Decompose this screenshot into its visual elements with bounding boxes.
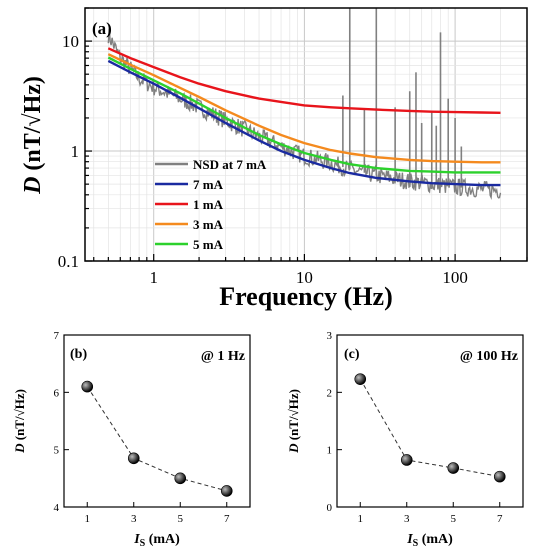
legend-label: 7 mA (193, 177, 224, 192)
panel-label-a: (a) (92, 19, 112, 38)
legend-label: 5 mA (193, 237, 224, 252)
x-tick-label: 10 (296, 268, 313, 287)
x-axis-label: Frequency (Hz) (219, 282, 393, 311)
grid (85, 7, 528, 262)
x-axis-label-unit: (mA) (145, 532, 180, 547)
data-point (220, 485, 233, 497)
y-tick-label: 7 (54, 330, 60, 342)
x-axis-label-unit: (mA) (418, 532, 453, 547)
x-axis-label-symbol: I (133, 532, 140, 547)
x-tick-label: 7 (497, 513, 503, 525)
y-tick-label: 5 (54, 445, 60, 457)
x-axis-label-symbol: I (406, 532, 413, 547)
y-axis-label: D (nT/√Hz) (286, 389, 301, 454)
plot-frame (84, 7, 528, 262)
x-tick-label: 1 (149, 268, 158, 287)
axis-ticks: 1 3 5 7 0 1 2 3 (327, 330, 504, 525)
x-axis-label: IS (mA) (406, 532, 453, 549)
x-axis-label: IS (mA) (133, 532, 180, 549)
series-line-1-ma (107, 47, 501, 114)
legend-label: 3 mA (193, 217, 224, 232)
panel-b-1hz-chart: 1 3 5 7 4 5 6 7 (b) @ 1 Hz D (nT/√Hz) IS (mA) (12, 330, 251, 549)
data-point (493, 470, 506, 483)
series-line-3-ma (107, 53, 501, 164)
y-axis-label-symbol: D (12, 443, 27, 454)
y-axis-label: D (nT/√Hz) (20, 76, 46, 195)
y-tick-label: 3 (327, 330, 333, 342)
annotation-100hz: @ 100 Hz (460, 349, 518, 364)
data-point (400, 454, 413, 466)
legend: NSD at 7 mA 7 mA 1 mA 3 mA 5 mA (155, 157, 267, 252)
x-tick-label: 1 (358, 513, 364, 525)
legend-label: 1 mA (193, 197, 224, 212)
y-tick-label: 10 (62, 32, 79, 51)
y-tick-label: 1 (71, 142, 80, 161)
x-axis-label-subscript: S (140, 538, 146, 549)
x-tick-label: 100 (442, 268, 468, 287)
y-axis-label-unit: (nT/√Hz) (20, 76, 46, 177)
y-tick-label: 4 (54, 502, 60, 514)
y-tick-label: 1 (327, 445, 333, 457)
plot-marks (354, 373, 506, 483)
data-point (81, 380, 94, 393)
y-tick-label: 0 (327, 502, 333, 514)
plot-frame (336, 334, 524, 508)
data-point (354, 373, 367, 385)
x-tick-label: 3 (131, 513, 137, 525)
y-tick-label: 2 (327, 387, 333, 399)
panel-label-b: (b) (70, 347, 87, 362)
data-point (174, 472, 187, 485)
x-axis-label-subscript: S (413, 538, 419, 549)
x-tick-label: 3 (404, 513, 410, 525)
data-point (447, 462, 460, 474)
legend-label: NSD at 7 mA (193, 157, 267, 172)
plot-lines (107, 8, 502, 201)
dashed-connector (359, 378, 500, 478)
series-line-5-ma (107, 56, 501, 174)
y-axis-label: D (nT/√Hz) (12, 389, 27, 454)
panel-label-c: (c) (344, 347, 360, 362)
plot-frame (63, 334, 251, 508)
x-tick-label: 5 (178, 513, 184, 525)
y-axis-label-unit: (nT/√Hz) (286, 389, 301, 443)
y-axis-label-unit: (nT/√Hz) (12, 389, 27, 443)
axis-ticks: 1 10 100 0.1 1 10 (58, 7, 528, 287)
data-point (127, 452, 140, 465)
x-tick-label: 1 (85, 513, 91, 525)
y-tick-label: 6 (54, 387, 60, 399)
x-tick-label: 5 (451, 513, 457, 525)
panel-a-nsd-chart: 1 10 100 0.1 1 10 (a) Frequency (Hz) D (nT/√H… (20, 7, 528, 311)
plot-marks (81, 380, 233, 497)
dashed-connector (86, 386, 227, 492)
series-line-7-ma (107, 59, 501, 187)
axis-ticks: 1 3 5 7 4 5 6 7 (54, 330, 231, 525)
x-tick-label: 7 (224, 513, 230, 525)
annotation-1hz: @ 1 Hz (201, 349, 245, 364)
y-axis-label-symbol: D (20, 177, 46, 195)
y-tick-label: 0.1 (58, 252, 79, 271)
panel-c-100hz-chart: 1 3 5 7 0 1 2 3 (c) @ 100 Hz D (nT/√Hz) IS (mA) (286, 330, 524, 549)
y-axis-label-symbol: D (286, 443, 301, 454)
